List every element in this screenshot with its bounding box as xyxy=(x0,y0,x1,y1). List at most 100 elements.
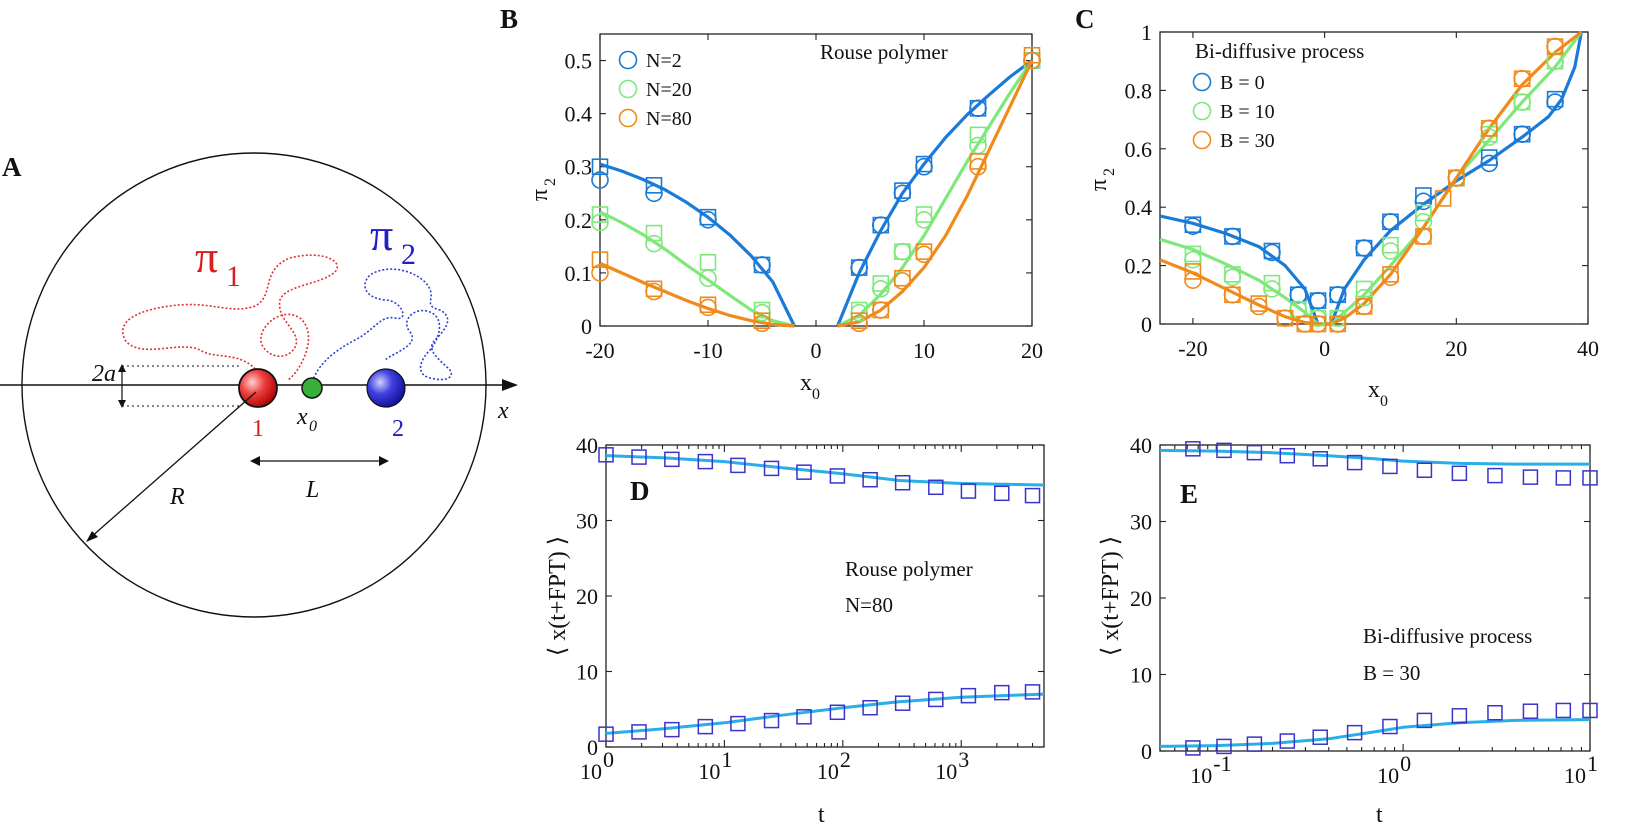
lower-squares-marker-D-10 xyxy=(928,691,944,708)
upper-squares-marker-E-6 xyxy=(1382,458,1398,475)
legend-b: N=2 N=20 N=80 xyxy=(618,50,692,130)
square-marker-B-1-8 xyxy=(969,126,987,144)
circle-marker-B-2-0 xyxy=(591,264,609,282)
circle-marker-B-1-7 xyxy=(915,211,933,229)
square-marker-C-2-8 xyxy=(1382,266,1399,283)
xtick-exp-D-3: 3 xyxy=(958,747,969,772)
circle-marker-C-0-7 xyxy=(1381,213,1400,231)
lower-squares-marker-E-6 xyxy=(1382,718,1398,735)
square-marker-B-2-5 xyxy=(872,301,890,319)
xtick-label-D-1: 10 xyxy=(698,759,720,784)
chart-c-ylabel-group: π 2 xyxy=(1086,168,1118,191)
pi1-subscript: 1 xyxy=(226,260,241,293)
chart-e-ylabel-group: ⟨ x(t+FPT) ⟩ xyxy=(1098,536,1124,656)
upper-squares-marker-E-1 xyxy=(1216,442,1232,459)
chart-d-annotation-line2: N=80 xyxy=(845,593,893,617)
ytick-label-B-5: 0.5 xyxy=(565,49,593,74)
x-axis-arrowhead xyxy=(502,379,518,391)
ytick-label-C-4: 0.8 xyxy=(1125,78,1153,103)
xtick-label-B-3: 10 xyxy=(913,338,935,363)
ytick-label-D-2: 20 xyxy=(576,584,598,609)
panel-letter-e: E xyxy=(1180,479,1198,509)
lower-squares-marker-D-3 xyxy=(697,718,714,735)
square-marker-B-2-7 xyxy=(915,243,933,260)
lower-squares-marker-E-8 xyxy=(1451,708,1468,724)
ytick-label-E-1: 10 xyxy=(1130,663,1152,688)
circle-marker-C-1-6 xyxy=(1355,288,1373,307)
square-marker-C-2-9 xyxy=(1415,228,1432,245)
xtick-exp-D-2: 2 xyxy=(840,747,851,772)
start-point-x0 xyxy=(301,377,323,399)
upper-curve-E xyxy=(1159,448,1590,466)
ytick-label-D-0: 0 xyxy=(587,735,598,760)
ticks-b: 0 0.1 0.2 0.3 0.4 0.5 -20 -10 0 10 20 xyxy=(565,34,1043,363)
upper-squares-marker-D-7 xyxy=(829,468,846,484)
ytick-label-B-1: 0.1 xyxy=(565,261,593,286)
chart-b-ylabel-sub: 2 xyxy=(542,178,559,186)
upper-squares-marker-E-9 xyxy=(1487,467,1503,484)
square-marker-B-2-2 xyxy=(699,296,717,314)
upper-squares-marker-D-1 xyxy=(631,449,647,465)
panel-letter-a: A xyxy=(2,152,22,182)
chart-d-xlabel: t xyxy=(818,802,825,828)
xtick-label-C-2: 20 xyxy=(1445,336,1467,361)
ytick-label-E-4: 40 xyxy=(1130,433,1152,458)
x0-label: x xyxy=(296,404,308,430)
upper-squares-marker-D-10 xyxy=(928,479,944,496)
chart-e-xlabel: t xyxy=(1376,802,1383,828)
lower-curve-E xyxy=(1159,718,1591,748)
square-marker-B-2-8 xyxy=(969,153,987,170)
square-marker-C-2-4 xyxy=(1296,315,1314,333)
square-marker-C-2-11 xyxy=(1448,169,1465,187)
circle-marker-C-1-1 xyxy=(1223,268,1242,287)
square-marker-C-2-13 xyxy=(1513,70,1531,88)
square-marker-B-1-7 xyxy=(915,206,933,223)
path-pi2 xyxy=(311,268,452,383)
legend-label-C-1: B = 10 xyxy=(1220,101,1275,123)
chart-d-ylabel-group: ⟨ x(t+FPT) ⟩ xyxy=(545,536,571,656)
square-marker-C-2-3 xyxy=(1276,309,1294,327)
square-marker-B-0-7 xyxy=(915,155,933,173)
square-marker-C-0-12 xyxy=(1546,90,1564,108)
chart-d-annotation-line1: Rouse polymer xyxy=(845,557,973,581)
target-2-label: 2 xyxy=(392,416,404,442)
circle-marker-C-1-8 xyxy=(1414,213,1433,231)
two-a-label: 2a xyxy=(92,361,116,387)
lower-squares-marker-D-9 xyxy=(894,695,911,711)
xtick-exp-E-0: -1 xyxy=(1213,751,1231,776)
square-marker-B-2-9 xyxy=(1023,46,1041,64)
square-marker-B-2-1 xyxy=(645,280,663,298)
chart-c-title: Bi-diffusive process xyxy=(1195,39,1364,63)
chart-b-ylabel-group: π 2 xyxy=(527,178,559,201)
markers-c xyxy=(1184,37,1564,333)
panel-a-schematic: A x 2a π 1 π 2 1 x 0 2 xyxy=(0,152,518,618)
chart-b-ylabel: π xyxy=(527,189,553,201)
panel-letter-d: D xyxy=(630,476,650,506)
lower-squares-marker-D-4 xyxy=(730,715,746,732)
circle-marker-B-1-6 xyxy=(893,242,912,261)
square-marker-C-2-7 xyxy=(1355,298,1373,315)
R-arrowhead xyxy=(86,531,98,542)
upper-squares-marker-E-8 xyxy=(1451,465,1468,482)
square-marker-C-0-4 xyxy=(1309,292,1327,309)
lower-squares-marker-D-1 xyxy=(631,724,647,740)
square-marker-C-0-8 xyxy=(1415,187,1432,204)
legend-marker-B-0 xyxy=(618,50,638,70)
pi2-symbol: π xyxy=(370,209,393,260)
upper-squares-marker-E-2 xyxy=(1246,444,1263,461)
square-marker-B-1-0 xyxy=(591,206,609,223)
ytick-label-E-3: 30 xyxy=(1130,510,1152,535)
square-marker-B-1-3 xyxy=(753,301,771,319)
square-marker-B-0-2 xyxy=(699,208,717,226)
lower-squares-marker-D-7 xyxy=(829,704,846,721)
xtick-label-C-0: -20 xyxy=(1178,336,1207,361)
chart-c-xlabel-sub: 0 xyxy=(1380,393,1388,410)
ytick-label-E-0: 0 xyxy=(1141,739,1152,764)
circle-marker-C-1-0 xyxy=(1184,250,1202,269)
legend-label-C-2: B = 30 xyxy=(1220,130,1275,152)
